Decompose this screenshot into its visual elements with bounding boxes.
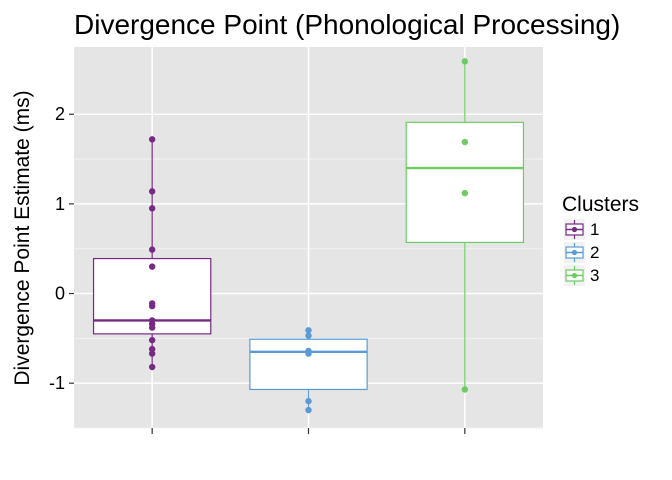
data-point <box>305 327 312 334</box>
data-point <box>305 406 312 414</box>
legend-key-point <box>571 249 578 256</box>
data-point <box>461 189 469 197</box>
legend-item-3: 3 <box>564 265 599 286</box>
y-axis: -1 0 1 2 <box>49 104 74 393</box>
data-point <box>305 350 312 357</box>
box-group-2 <box>249 327 368 414</box>
legend-label: 2 <box>590 243 599 262</box>
x-axis <box>151 428 466 434</box>
legend-label: 1 <box>590 220 599 239</box>
y-tick-label: 1 <box>55 194 65 214</box>
data-point <box>148 302 156 310</box>
data-point <box>461 58 469 65</box>
y-tick-label: 2 <box>55 104 65 124</box>
legend-label: 3 <box>590 266 599 285</box>
data-point <box>148 350 156 357</box>
y-tick-label: 0 <box>55 284 65 304</box>
box-group-1 <box>92 136 212 371</box>
legend-key-point <box>571 272 578 279</box>
chart-title: Divergence Point (Phonological Processin… <box>74 9 620 40</box>
data-point <box>461 138 469 146</box>
box-group-3 <box>405 58 525 393</box>
data-point <box>148 336 156 344</box>
data-point <box>148 324 156 331</box>
y-axis-label: Divergence Point Estimate (ms) <box>11 90 34 385</box>
data-point <box>305 332 312 339</box>
y-tick-label: -1 <box>49 373 65 393</box>
legend-title: Clusters <box>562 193 639 216</box>
data-point <box>148 136 156 143</box>
legend: 1 2 3 <box>564 219 599 286</box>
box <box>249 338 368 391</box>
data-point <box>461 386 469 393</box>
data-point <box>148 345 156 353</box>
data-point <box>148 363 156 371</box>
data-point <box>148 188 156 195</box>
data-point <box>305 397 312 405</box>
legend-key-point <box>571 226 578 233</box>
data-point <box>148 263 156 270</box>
box-series <box>92 58 525 414</box>
legend-item-1: 1 <box>564 219 599 240</box>
legend-item-2: 2 <box>564 242 599 263</box>
data-point <box>148 205 156 212</box>
data-point <box>148 246 156 253</box>
